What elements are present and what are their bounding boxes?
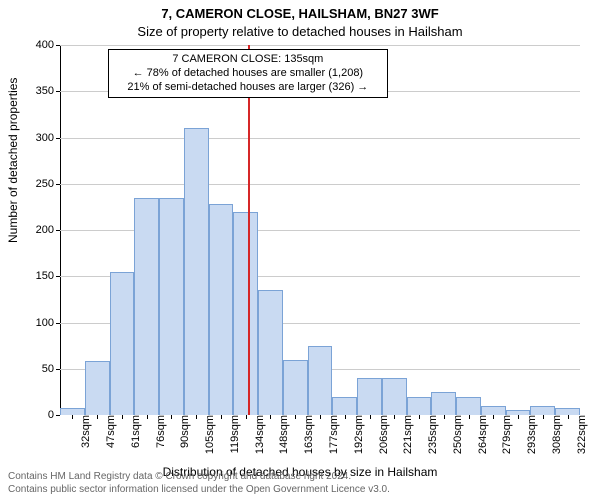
histogram-bar: [481, 406, 506, 415]
x-tick-label: 105sqm: [200, 415, 216, 454]
histogram-bar: [60, 408, 85, 415]
x-tick: [370, 415, 371, 419]
histogram-bar: [184, 128, 209, 415]
x-tick-label: 206sqm: [374, 415, 390, 454]
x-tick-label: 47sqm: [101, 415, 117, 448]
histogram-bar: [283, 360, 308, 416]
x-tick: [122, 415, 123, 419]
y-tick-label: 250: [36, 178, 60, 190]
x-tick: [147, 415, 148, 419]
y-tick-label: 300: [36, 132, 60, 144]
y-tick-label: 350: [36, 85, 60, 97]
histogram-bar: [85, 361, 110, 415]
histogram-bar: [233, 212, 258, 416]
x-tick-label: 250sqm: [448, 415, 464, 454]
x-tick: [221, 415, 222, 419]
x-tick: [345, 415, 346, 419]
x-tick: [543, 415, 544, 419]
attribution-footer: Contains HM Land Registry data © Crown c…: [8, 471, 390, 496]
histogram-bar: [407, 397, 432, 416]
footer-line2: Contains public sector information licen…: [8, 484, 390, 497]
x-tick-label: 119sqm: [225, 415, 241, 453]
y-tick-label: 100: [36, 317, 60, 329]
annotation-line1: 7 CAMERON CLOSE: 135sqm: [115, 53, 381, 67]
x-tick-label: 76sqm: [151, 415, 167, 448]
annotation-line3: 21% of semi-detached houses are larger (…: [115, 81, 381, 95]
y-tick-label: 0: [48, 409, 60, 421]
x-tick: [295, 415, 296, 419]
x-tick-label: 235sqm: [423, 415, 439, 454]
histogram-bar: [530, 406, 555, 415]
x-tick: [444, 415, 445, 419]
x-tick-label: 279sqm: [497, 415, 513, 454]
y-gridline: [60, 184, 580, 185]
x-tick-label: 177sqm: [324, 415, 340, 454]
x-tick-label: 32sqm: [76, 415, 92, 448]
histogram-bar: [308, 346, 333, 415]
x-tick-label: 134sqm: [250, 415, 266, 454]
histogram-bar: [258, 290, 283, 415]
y-axis-label: Number of detached properties: [6, 78, 20, 243]
x-tick: [394, 415, 395, 419]
reference-line: [248, 45, 250, 415]
x-tick: [493, 415, 494, 419]
x-tick: [196, 415, 197, 419]
x-tick-label: 322sqm: [572, 415, 588, 454]
histogram-bar: [382, 378, 407, 415]
histogram-bar: [357, 378, 382, 415]
x-tick: [469, 415, 470, 419]
plot-area: 05010015020025030035040032sqm47sqm61sqm7…: [60, 45, 580, 415]
histogram-bar: [209, 204, 234, 415]
annotation-box: 7 CAMERON CLOSE: 135sqm← 78% of detached…: [108, 49, 388, 98]
x-tick-label: 264sqm: [473, 415, 489, 454]
x-tick: [419, 415, 420, 419]
x-tick-label: 221sqm: [398, 415, 414, 454]
x-tick: [568, 415, 569, 419]
x-tick: [320, 415, 321, 419]
y-tick-label: 200: [36, 224, 60, 236]
x-tick-label: 293sqm: [522, 415, 538, 454]
x-tick: [72, 415, 73, 419]
x-tick-label: 61sqm: [126, 415, 142, 448]
x-tick-label: 90sqm: [175, 415, 191, 448]
x-tick-label: 308sqm: [547, 415, 563, 454]
x-tick: [171, 415, 172, 419]
y-tick-label: 50: [42, 363, 60, 375]
x-tick-label: 163sqm: [299, 415, 315, 454]
chart-title-line2: Size of property relative to detached ho…: [0, 24, 600, 39]
histogram-bar: [332, 397, 357, 416]
histogram-bar: [159, 198, 184, 415]
histogram-bar: [134, 198, 159, 415]
histogram-bar: [555, 408, 580, 415]
y-tick-label: 150: [36, 270, 60, 282]
x-tick: [518, 415, 519, 419]
histogram-bar: [456, 397, 481, 416]
x-tick-label: 192sqm: [349, 415, 365, 454]
y-tick-label: 400: [36, 39, 60, 51]
x-tick: [270, 415, 271, 419]
histogram-bar: [431, 392, 456, 415]
chart-title-line1: 7, CAMERON CLOSE, HAILSHAM, BN27 3WF: [0, 6, 600, 21]
x-tick-label: 148sqm: [274, 415, 290, 454]
x-tick: [246, 415, 247, 419]
x-tick: [97, 415, 98, 419]
y-gridline: [60, 45, 580, 46]
y-gridline: [60, 138, 580, 139]
histogram-bar: [110, 272, 135, 415]
footer-line1: Contains HM Land Registry data © Crown c…: [8, 471, 390, 484]
annotation-line2: ← 78% of detached houses are smaller (1,…: [115, 67, 381, 81]
